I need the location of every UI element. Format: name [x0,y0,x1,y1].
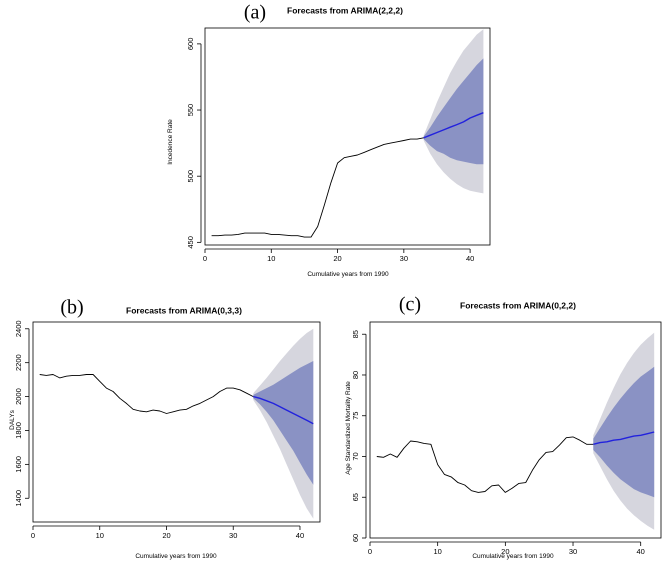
x-tick-label: 20 [162,531,170,540]
panel-c: (c) Forecasts from ARIMA(0,2,2) Cumulative… [345,294,662,560]
panel-b: (b) Forecasts from ARIMA(0,3,3) Cumulative… [9,297,321,560]
x-tick-label: 0 [368,547,372,556]
plot-frame [204,27,491,246]
y-tick-label: 60 [351,534,360,542]
panel-label: (a) [244,2,266,24]
x-axis-label: Cumulative years from 1990 [472,553,554,560]
chart-title: Forecasts from ARIMA(0,3,3) [126,305,242,315]
y-tick-label: 2400 [14,320,23,337]
y-axis-label: Age Standardized Mortality Rate [345,381,352,475]
x-tick-label: 30 [229,531,237,540]
x-tick-label: 20 [333,254,341,263]
y-tick-label: 2200 [14,354,23,371]
x-tick-label: 30 [400,254,408,263]
y-tick-label: 1400 [14,490,23,507]
x-tick-label: 40 [296,531,304,540]
y-tick-label: 500 [186,170,195,183]
y-axis-label: Incedence Rate [167,119,174,165]
panel-label: (c) [399,294,421,316]
panel-a: (a) Forecasts from ARIMA(2,2,2) Cumulative… [167,2,491,278]
plot-frame [32,321,321,523]
y-tick-label: 600 [186,38,195,51]
panel-label: (b) [60,297,83,319]
band-80 [253,361,314,485]
x-tick-label: 0 [31,531,35,540]
observed-line [39,374,254,414]
chart-title: Forecasts from ARIMA(2,2,2) [287,5,403,15]
chart-title: Forecasts from ARIMA(0,2,2) [460,300,576,310]
x-tick-label: 10 [434,547,442,556]
y-tick-label: 1600 [14,456,23,473]
observed-line [376,436,594,493]
forecast-line [423,112,484,139]
y-tick-label: 550 [186,104,195,117]
x-tick-label: 40 [466,254,474,263]
band-80 [423,58,484,165]
forecast-line [253,395,314,425]
y-tick-label: 1800 [14,422,23,439]
x-tick-label: 30 [569,547,577,556]
x-tick-label: 10 [267,254,275,263]
observed-line [211,137,424,238]
x-tick-label: 0 [203,254,207,263]
x-tick-label: 10 [96,531,104,540]
y-tick-label: 85 [351,330,360,338]
plot-frame [369,321,662,539]
y-tick-label: 65 [351,493,360,501]
band-80 [593,366,655,498]
y-tick-label: 2000 [14,388,23,405]
x-axis-label: Cumulative years from 1990 [307,271,389,278]
y-tick-label: 70 [351,452,360,460]
forecast-line [593,431,655,445]
y-tick-label: 75 [351,412,360,420]
x-tick-label: 40 [637,547,645,556]
x-axis-label: Cumulative years from 1990 [135,553,217,560]
x-tick-label: 20 [501,547,509,556]
y-axis-label: DALYs [9,409,16,429]
y-tick-label: 80 [351,371,360,379]
y-tick-label: 450 [186,236,195,249]
